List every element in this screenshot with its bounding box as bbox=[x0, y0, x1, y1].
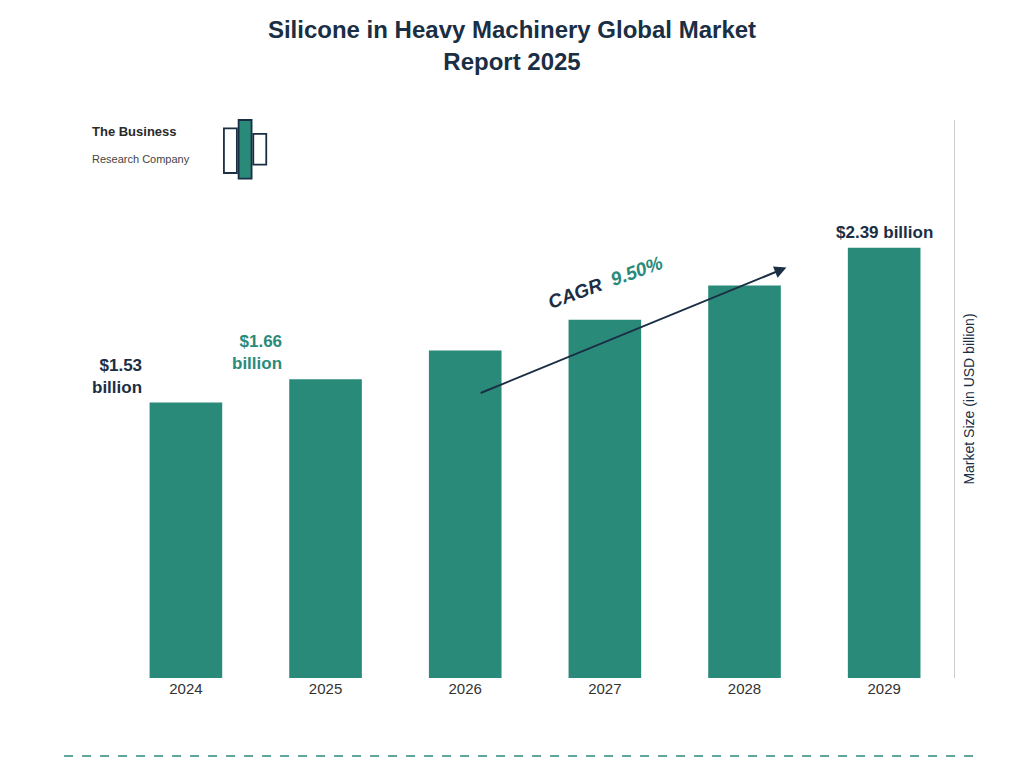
svg-text:2026: 2026 bbox=[449, 680, 482, 697]
svg-text:2024: 2024 bbox=[169, 680, 202, 697]
svg-text:2027: 2027 bbox=[588, 680, 621, 697]
svg-text:2028: 2028 bbox=[728, 680, 761, 697]
svg-text:$1.53billion: $1.53billion bbox=[92, 356, 142, 397]
svg-text:2025: 2025 bbox=[309, 680, 342, 697]
svg-text:$2.39 billion: $2.39 billion bbox=[836, 223, 933, 242]
svg-text:Silicone in Heavy Machinery Gl: Silicone in Heavy Machinery Global Marke… bbox=[268, 16, 756, 74]
svg-text:$1.66billion: $1.66billion bbox=[232, 332, 282, 373]
svg-text:Research Company: Research Company bbox=[92, 153, 190, 165]
svg-text:Market Size (in USD billion): Market Size (in USD billion) bbox=[961, 313, 977, 484]
svg-text:The Business: The Business bbox=[92, 124, 177, 139]
svg-text:2029: 2029 bbox=[867, 680, 900, 697]
svg-text:CAGR 9.50%: CAGR 9.50% bbox=[545, 252, 665, 313]
